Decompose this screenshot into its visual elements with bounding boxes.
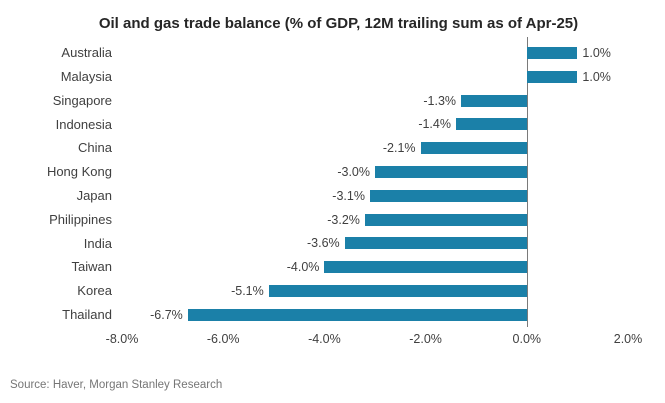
bar-value-label: -1.4% [418, 117, 451, 132]
bar-value-label: -3.2% [327, 212, 360, 227]
bar [344, 237, 527, 250]
bar [461, 94, 527, 107]
zero-line [526, 37, 528, 327]
category-label: Thailand [62, 306, 112, 322]
x-axis-tick: -6.0% [206, 331, 240, 346]
category-label: Hong Kong [46, 164, 112, 180]
category-label: China [78, 140, 112, 156]
bar-value-label: 1.0% [582, 46, 611, 61]
bar-row: -1.4% [122, 113, 628, 137]
bar-value-label: -3.6% [306, 236, 340, 251]
bar [526, 47, 578, 60]
bar [268, 285, 527, 298]
x-axis-tick: -8.0% [105, 331, 139, 346]
bar-row: -6.7% [122, 303, 628, 327]
bar-row: -3.0% [122, 160, 628, 184]
bar-row: 1.0% [122, 65, 628, 89]
x-axis-tick: 2.0% [613, 331, 643, 346]
source-note: Source: Haver, Morgan Stanley Research [10, 379, 223, 391]
category-label: Taiwan [71, 259, 112, 275]
bar-row: -5.1% [122, 279, 628, 303]
bar-value-label: -6.7% [150, 307, 183, 322]
category-label: Japan [76, 187, 112, 203]
bar-value-label: -5.1% [231, 284, 264, 299]
plot-rows: 1.0% 1.0% -1.3% -1.4% -2.1% -3.0% -3.1% -3.2% -3… [122, 37, 628, 327]
bar-value-label: -1.3% [423, 93, 457, 108]
bar [420, 142, 527, 155]
bar [187, 308, 527, 321]
bar-value-label: -3.1% [332, 188, 365, 203]
x-axis: -8.0% -6.0% -4.0% -2.0% 0.0% 2.0% [106, 331, 643, 350]
bar-row: -4.0% [122, 255, 628, 279]
bar-value-label: 1.0% [582, 69, 611, 84]
bar-row: -1.3% [122, 89, 628, 113]
category-label: Malaysia [60, 68, 112, 84]
bar [364, 213, 527, 226]
bar-value-label: -2.1% [382, 141, 416, 156]
bar-value-label: -3.0% [337, 165, 370, 180]
bar [369, 189, 527, 202]
chart-title: Oil and gas trade balance (% of GDP, 12M… [98, 15, 579, 32]
category-label: Korea [77, 283, 112, 299]
x-axis-tick: -2.0% [409, 331, 442, 346]
x-axis-tick: 0.0% [512, 331, 542, 346]
bar [455, 118, 527, 131]
category-label: Australia [61, 45, 112, 61]
bar-row: -3.1% [122, 184, 628, 208]
category-label: Philippines [49, 211, 112, 227]
category-label: Indonesia [55, 116, 112, 132]
category-labels: Australia Malaysia Singapore Indonesia China… [12, 41, 122, 327]
category-label: Singapore [52, 92, 112, 108]
bar [526, 70, 578, 83]
bar-row: 1.0% [122, 41, 628, 65]
bar-row: -2.1% [122, 136, 628, 160]
x-axis-tick: -4.0% [308, 331, 341, 346]
chart: Australia Malaysia Singapore Indonesia China… [12, 37, 665, 327]
bar [375, 166, 527, 179]
bar [324, 261, 527, 274]
bar-row: -3.2% [122, 208, 628, 232]
bar-value-label: -4.0% [286, 260, 320, 275]
bar-row: -3.6% [122, 232, 628, 256]
category-label: India [83, 235, 112, 251]
